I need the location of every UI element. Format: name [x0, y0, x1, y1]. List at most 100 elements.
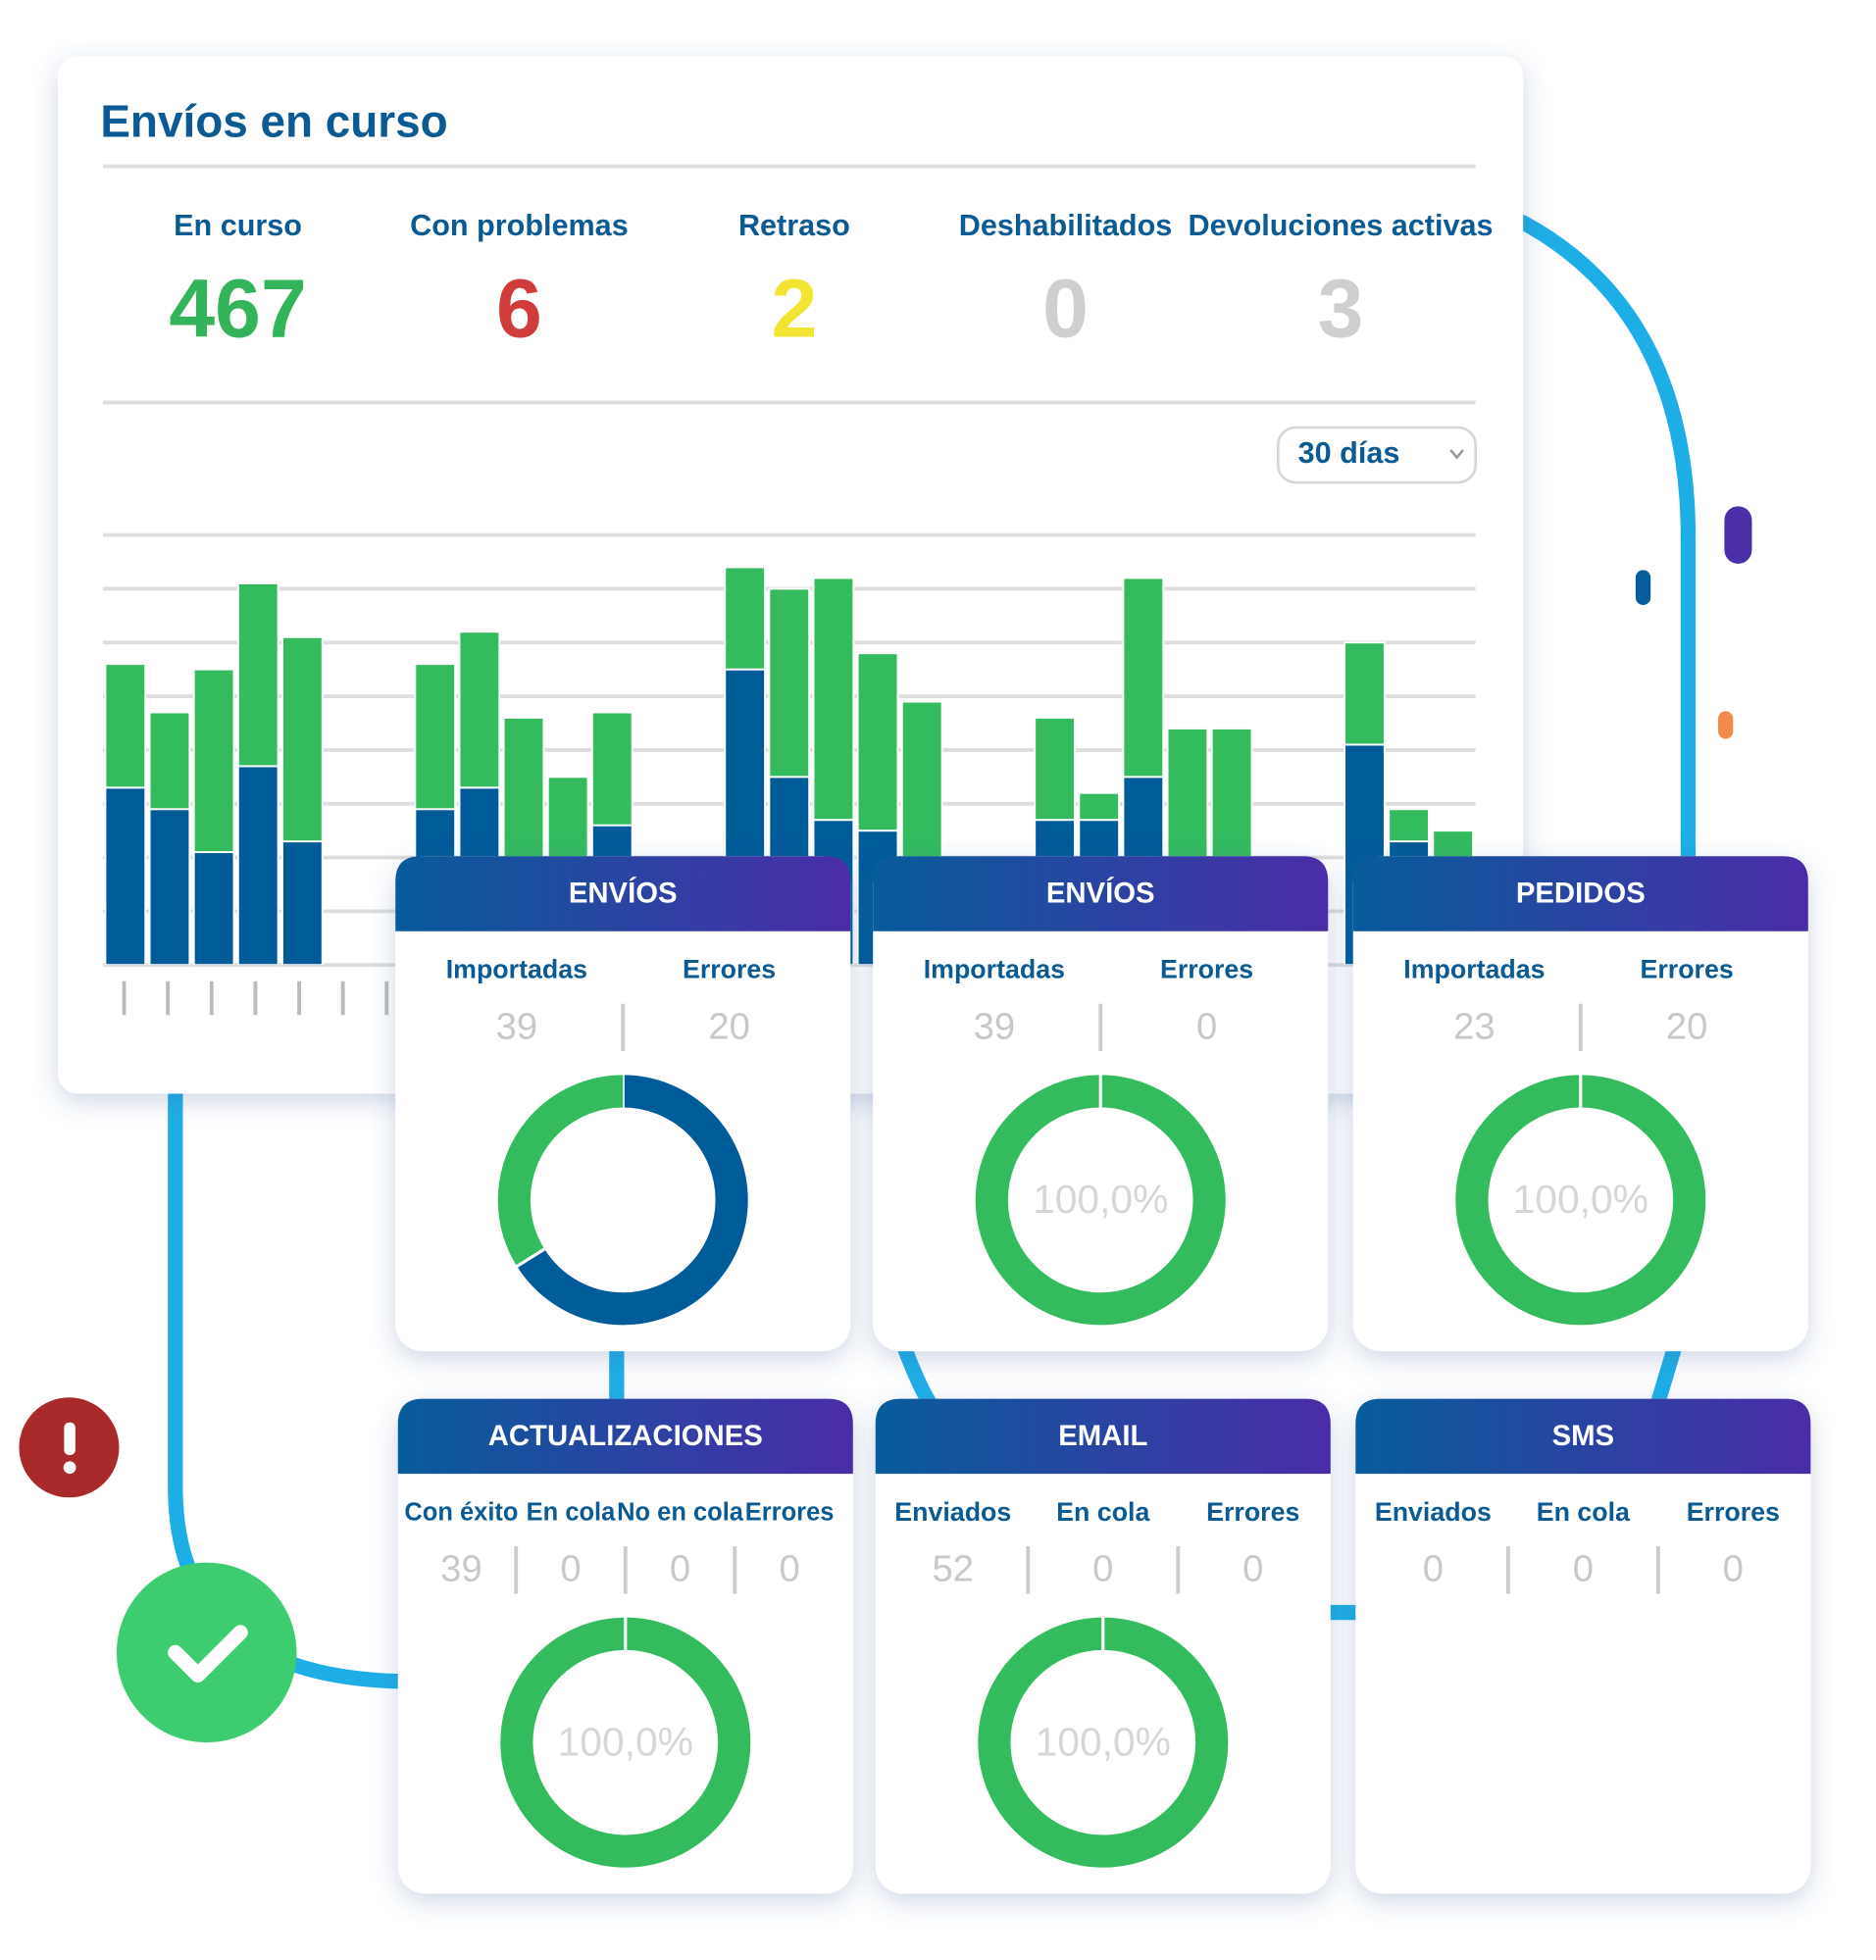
bar-segment	[1344, 641, 1386, 746]
stat-label: Retraso	[738, 209, 850, 242]
bar-segment	[1210, 728, 1253, 875]
column-value: 0	[560, 1548, 581, 1590]
column-label: Importadas	[924, 955, 1065, 984]
column-value: 0	[1573, 1548, 1594, 1590]
card-header	[397, 1398, 853, 1475]
bar-segment	[148, 808, 191, 966]
chevron	[1449, 449, 1464, 460]
donut-label: 100,0%	[1036, 1720, 1171, 1765]
error-icon-dot	[63, 1461, 76, 1475]
column-label: En cola	[527, 1499, 616, 1527]
column-value: 0	[670, 1548, 690, 1590]
stat-value: 3	[1318, 262, 1364, 354]
column-value: 20	[708, 1005, 750, 1047]
column-value: 0	[1423, 1548, 1444, 1590]
card-header	[395, 856, 851, 931]
connectors	[168, 215, 1697, 1689]
select-value[interactable]: 30 días	[1298, 436, 1400, 470]
column-value: 23	[1453, 1005, 1496, 1047]
stat-value: 2	[771, 262, 817, 354]
column-value: 0	[1242, 1548, 1263, 1590]
column-label: Errores	[1206, 1497, 1299, 1527]
column-label: Con éxito	[404, 1499, 518, 1527]
column-label: Errores	[1687, 1497, 1780, 1527]
pill	[1635, 570, 1651, 606]
bar-segment	[856, 652, 899, 832]
card: ACTUALIZACIONES Con éxito 39 En cola 0 No en …	[397, 1398, 853, 1894]
stat-label: En curso	[174, 209, 302, 242]
stat-value: 467	[169, 262, 306, 354]
card-header	[873, 856, 1329, 931]
stat-label: Con problemas	[410, 209, 629, 242]
column-label: Errores	[745, 1499, 835, 1527]
column-value: 20	[1666, 1005, 1708, 1047]
column-value: 0	[1196, 1005, 1217, 1047]
bar-segment	[414, 663, 457, 811]
card: ENVÍOS Importadas 39 Errores 20	[395, 856, 851, 1352]
column-value: 39	[496, 1005, 538, 1047]
card-title: ENVÍOS	[1046, 877, 1155, 910]
column-label: Importadas	[446, 955, 587, 984]
bar-segment	[502, 717, 545, 875]
bar-segment	[724, 566, 767, 671]
bar-segment	[104, 663, 147, 789]
stat-value: 6	[496, 262, 542, 354]
column-label: Errores	[1160, 955, 1253, 984]
card-header	[875, 1398, 1331, 1475]
x-ticks	[122, 980, 389, 1016]
card-title: ACTUALIZACIONES	[488, 1420, 763, 1452]
column-label: Enviados	[894, 1497, 1011, 1527]
card: SMS Enviados 0 En cola 0 Errores 0	[1355, 1398, 1811, 1894]
card: EMAIL Enviados 52 En cola 0 Errores 0 100,0%	[875, 1398, 1331, 1894]
select-box[interactable]	[1276, 426, 1477, 484]
bar-segment	[590, 711, 634, 827]
period-select[interactable]: 30 días	[1276, 426, 1477, 484]
bar-segment	[281, 840, 324, 966]
column-value: 0	[1723, 1548, 1744, 1590]
card: ENVÍOS Importadas 39 Errores 0 100,0%	[873, 856, 1329, 1352]
bar-segment	[1122, 577, 1165, 779]
error-icon-bar	[64, 1422, 76, 1455]
card-title: ENVÍOS	[569, 877, 678, 910]
column-label: No en cola	[617, 1499, 744, 1527]
bar-segment	[812, 577, 855, 822]
stat-value: 0	[1042, 262, 1089, 354]
stat-label: Deshabilitados	[959, 209, 1173, 242]
column-value: 52	[933, 1548, 975, 1590]
bar-segment	[768, 587, 811, 779]
pill	[1718, 711, 1734, 739]
bar-segment	[1034, 717, 1076, 822]
column-value: 0	[779, 1548, 799, 1590]
column-label: Enviados	[1375, 1497, 1492, 1527]
column-value: 0	[1092, 1548, 1113, 1590]
donut-label: 100,0%	[1033, 1177, 1168, 1222]
column-value: 39	[440, 1548, 482, 1590]
bar-segment	[104, 786, 147, 966]
bar-segment	[1166, 728, 1209, 875]
donut-gap	[515, 1246, 547, 1269]
bar-segment	[900, 700, 943, 875]
card: PEDIDOS Importadas 23 Errores 20 100,0%	[1352, 856, 1808, 1352]
donut-segment	[497, 1075, 748, 1326]
card-body	[1355, 1398, 1811, 1894]
pill	[1724, 506, 1752, 564]
bar-segment	[1078, 791, 1121, 822]
column-label: Errores	[683, 955, 776, 984]
bar-segment	[281, 635, 324, 843]
panel-title: Envíos en curso	[100, 96, 447, 147]
bar-segment	[236, 765, 279, 966]
card-title: PEDIDOS	[1516, 878, 1646, 910]
success-icon	[116, 1562, 297, 1743]
column-label: Errores	[1641, 955, 1734, 984]
stat-label: Devoluciones activas	[1188, 209, 1493, 242]
bar-segment	[192, 668, 235, 854]
donut-label: 100,0%	[1513, 1177, 1648, 1222]
column-label: Importadas	[1403, 955, 1545, 984]
column-label: En cola	[1056, 1497, 1150, 1527]
card-header	[1355, 1398, 1811, 1475]
card-title: EMAIL	[1058, 1420, 1147, 1452]
bar-segment	[148, 711, 191, 811]
column-label: En cola	[1537, 1497, 1631, 1527]
